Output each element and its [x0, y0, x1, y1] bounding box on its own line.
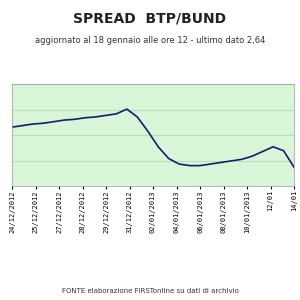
Text: SPREAD  BTP/BUND: SPREAD BTP/BUND — [74, 12, 226, 26]
Text: FONTE elaborazione FIRSTonline su dati di archivio: FONTE elaborazione FIRSTonline su dati d… — [61, 288, 239, 294]
Text: aggiornato al 18 gennaio alle ore 12 - ultimo dato 2,64: aggiornato al 18 gennaio alle ore 12 - u… — [35, 36, 265, 45]
